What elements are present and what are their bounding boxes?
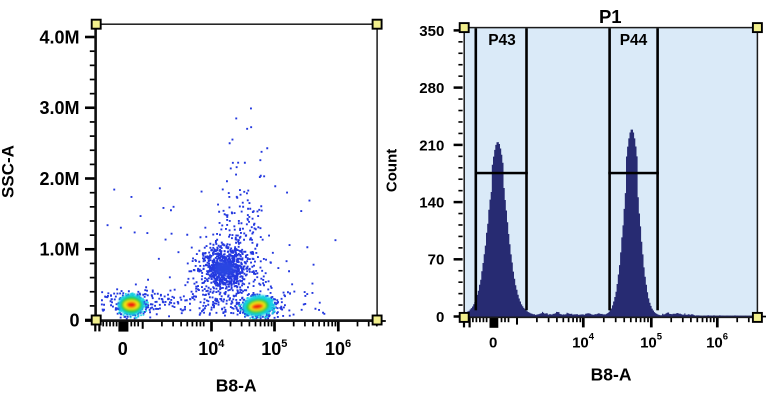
svg-text:4.0M: 4.0M bbox=[39, 27, 79, 47]
svg-text:0: 0 bbox=[69, 310, 79, 330]
svg-text:3.0M: 3.0M bbox=[39, 98, 79, 118]
svg-text:140: 140 bbox=[419, 195, 444, 212]
svg-text:Count: Count bbox=[383, 149, 400, 192]
svg-text:280: 280 bbox=[419, 80, 444, 97]
svg-text:2.0M: 2.0M bbox=[39, 169, 79, 189]
svg-text:0: 0 bbox=[118, 339, 128, 359]
svg-text:210: 210 bbox=[419, 137, 444, 154]
svg-text:10: 10 bbox=[572, 335, 589, 352]
svg-text:350: 350 bbox=[419, 23, 444, 40]
svg-text:P1: P1 bbox=[599, 6, 622, 27]
svg-text:5: 5 bbox=[281, 338, 287, 350]
svg-text:4: 4 bbox=[218, 338, 225, 350]
svg-text:0: 0 bbox=[489, 335, 497, 352]
svg-text:6: 6 bbox=[723, 331, 728, 342]
svg-text:70: 70 bbox=[428, 252, 445, 269]
svg-text:4: 4 bbox=[589, 331, 595, 342]
svg-text:6: 6 bbox=[345, 338, 351, 350]
svg-text:P43: P43 bbox=[488, 32, 516, 49]
svg-text:B8-A: B8-A bbox=[591, 364, 632, 384]
svg-text:10: 10 bbox=[706, 335, 723, 352]
svg-text:SSC-A: SSC-A bbox=[0, 145, 18, 198]
svg-text:10: 10 bbox=[261, 339, 281, 359]
svg-text:10: 10 bbox=[198, 339, 218, 359]
svg-text:1.0M: 1.0M bbox=[39, 240, 79, 260]
svg-text:10: 10 bbox=[640, 335, 657, 352]
svg-text:10: 10 bbox=[325, 339, 345, 359]
svg-text:5: 5 bbox=[657, 331, 663, 342]
svg-text:P44: P44 bbox=[620, 32, 648, 49]
svg-text:B8-A: B8-A bbox=[216, 376, 257, 396]
svg-text:0: 0 bbox=[436, 309, 444, 326]
